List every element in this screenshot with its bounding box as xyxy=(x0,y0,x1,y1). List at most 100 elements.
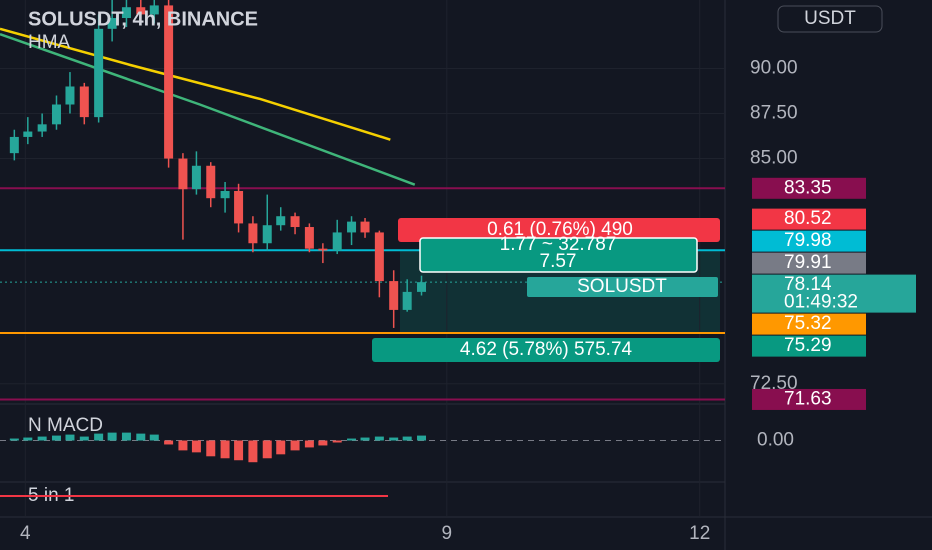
price-label-box xyxy=(752,230,866,252)
price-label: 71.63 xyxy=(784,388,832,409)
y-tick-label: 90.00 xyxy=(750,57,798,78)
candle-body xyxy=(347,221,357,233)
macd-bar xyxy=(374,436,384,441)
macd-bar xyxy=(402,436,412,441)
macd-bar xyxy=(121,432,131,441)
macd-bar xyxy=(347,438,357,441)
candle-body xyxy=(94,28,104,118)
price-label: 80.52 xyxy=(784,208,832,229)
info-line: 7.57 xyxy=(540,251,577,272)
chart-title: SOLUSDT, 4h, BINANCE xyxy=(28,8,258,30)
price-axis: 4 9 1290.0087.5085.0072.500.0083.3580.5279… xyxy=(20,57,916,544)
symbol-box xyxy=(527,277,718,297)
candle-body xyxy=(417,282,427,292)
macd-bar xyxy=(389,437,399,441)
macd-bar xyxy=(220,440,230,459)
price-label: 83.35 xyxy=(784,177,832,198)
symbol-label: SOLUSDT xyxy=(577,276,667,297)
macd-bar xyxy=(206,440,216,457)
macd-bar xyxy=(94,433,104,441)
y-tick-label: 72.50 xyxy=(750,373,798,394)
price-label: 79.91 xyxy=(784,252,832,273)
candle-body xyxy=(9,136,19,154)
price-label: 79.98 xyxy=(784,230,832,251)
candle-body xyxy=(234,190,244,224)
y-tick-label: 0.00 xyxy=(757,430,794,451)
candle-body xyxy=(290,216,300,228)
macd-bar xyxy=(23,437,33,441)
candle-body xyxy=(23,131,33,137)
price-label: 78.14 xyxy=(784,274,832,295)
candle-body xyxy=(332,232,342,251)
macd-bar xyxy=(262,440,272,459)
y-tick-label: 87.50 xyxy=(750,103,798,124)
candle-body xyxy=(389,281,399,310)
macd-bar xyxy=(65,434,75,441)
candle-body xyxy=(121,7,131,19)
macd-bar xyxy=(290,440,300,451)
price-label-box xyxy=(752,313,866,335)
currency-button[interactable] xyxy=(777,5,883,33)
candle-body xyxy=(402,291,412,310)
macd-bar xyxy=(318,440,328,446)
candle-body xyxy=(136,7,146,15)
price-label-box xyxy=(752,208,866,230)
target-label: 4.62 (5.78%) 575.74 xyxy=(460,339,633,360)
target-box xyxy=(372,338,720,362)
macd-bar xyxy=(304,440,314,448)
macd-bar xyxy=(107,432,117,441)
stop-box xyxy=(398,218,720,242)
candle-body xyxy=(220,190,230,199)
hma-line xyxy=(0,27,391,141)
macd-bar xyxy=(164,440,174,445)
hma-line xyxy=(0,33,416,186)
candle-body xyxy=(164,5,174,159)
candle-body xyxy=(149,5,159,15)
candle-body xyxy=(262,225,272,244)
candle-body xyxy=(178,158,188,190)
macd-name: N MACD xyxy=(28,415,103,436)
x-tick-label: 9 xyxy=(442,523,453,544)
macd-bar xyxy=(234,440,244,461)
candle-body xyxy=(37,124,47,132)
price-label-box xyxy=(752,388,866,410)
price-label: 75.32 xyxy=(784,313,832,334)
candle-body xyxy=(304,227,314,249)
candle-body xyxy=(318,248,328,251)
macd-bar xyxy=(9,438,19,441)
candle-body xyxy=(374,232,384,282)
price-label-box xyxy=(752,274,916,313)
candle-body xyxy=(191,165,201,190)
candle-body xyxy=(107,18,117,29)
candle-body xyxy=(276,216,286,226)
y-tick-label: 85.00 xyxy=(750,148,798,169)
candle-body xyxy=(51,104,61,125)
x-tick-label: 12 xyxy=(689,523,710,544)
indicator-name: HMA xyxy=(28,32,71,53)
info-box xyxy=(419,237,698,273)
macd-bar xyxy=(332,440,342,443)
info-line: 1.77 ~ 32.787 xyxy=(500,234,617,255)
macd-bar xyxy=(37,436,47,441)
price-label-box xyxy=(752,252,866,274)
macd-bar xyxy=(360,437,370,441)
stop-label: 0.61 (0.76%) 490 xyxy=(487,219,633,240)
candle-body xyxy=(79,86,89,118)
price-label-box xyxy=(752,177,866,199)
macd-bar xyxy=(51,435,61,441)
currency[interactable]: USDT xyxy=(804,8,856,29)
macd-bar xyxy=(191,440,201,453)
macd-bar xyxy=(178,440,188,451)
price-label-box xyxy=(752,335,866,357)
candle-body xyxy=(360,221,370,233)
macd-bar xyxy=(417,435,427,441)
macd-bar xyxy=(149,434,159,441)
x-tick-label: 4 xyxy=(20,523,31,544)
macd-bar xyxy=(248,440,258,463)
price-countdown: 01:49:32 xyxy=(784,292,858,313)
macd-bar xyxy=(276,440,286,455)
candle-body xyxy=(248,223,258,244)
price-label: 75.29 xyxy=(784,335,832,356)
macd-bar xyxy=(79,436,89,441)
